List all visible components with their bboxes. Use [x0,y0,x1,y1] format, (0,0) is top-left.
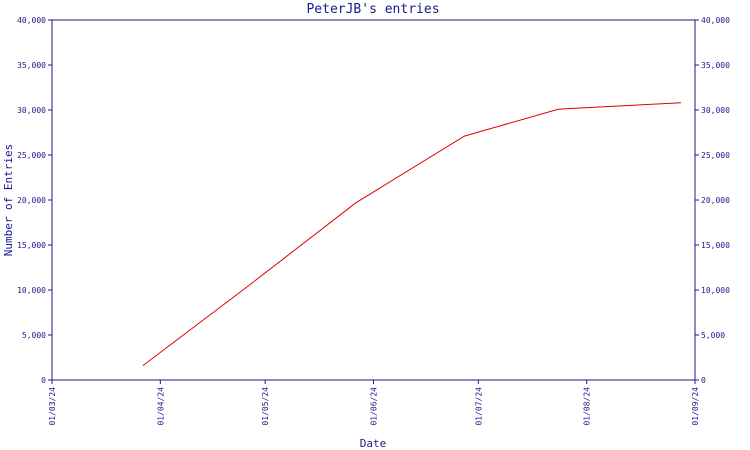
y-tick-label-left: 0 [41,376,46,385]
plot-area-frame [51,19,696,381]
y-tick-label-left: 35,000 [17,61,46,70]
x-tick-label: 01/08/24 [583,387,592,426]
y-axis-right: 0 5,000 10,000 15,000 20,000 25,000 30,000 35,0… [695,16,730,385]
y-tick-label-right: 35,000 [701,61,730,70]
y-tick-label-right: 5,000 [701,331,725,340]
y-tick-label-right: 25,000 [701,151,730,160]
x-tick-label: 01/05/24 [261,387,270,426]
chart-title: PeterJB's entries [306,2,439,17]
y-tick-label-left: 30,000 [17,106,46,115]
y-tick-label-left: 10,000 [17,286,46,295]
x-axis: 01/03/24 01/04/24 01/05/24 01/06/24 01/07/24… [48,380,700,426]
y-tick-label-left: 40,000 [17,16,46,25]
y-tick-label-left: 25,000 [17,151,46,160]
x-tick-label: 01/04/24 [156,387,165,426]
y-tick-label-left: 5,000 [22,331,46,340]
y-tick-label-left: 20,000 [17,196,46,205]
y-axis-left: 0 5,000 10,000 15,000 20,000 25,000 30,000 35,0… [17,16,52,385]
series-group [142,102,682,366]
x-axis-label: Date [360,437,387,450]
y-tick-label-right: 40,000 [701,16,730,25]
y-tick-label-right: 0 [701,376,706,385]
y-tick-label-right: 15,000 [701,241,730,250]
y-tick-label-right: 20,000 [701,196,730,205]
y-axis-label: Number of Entries [2,144,15,257]
y-tick-label-left: 15,000 [17,241,46,250]
y-tick-label-right: 30,000 [701,106,730,115]
x-tick-label: 01/03/24 [48,387,57,426]
x-tick-label: 01/06/24 [370,387,379,426]
series-line [142,102,682,366]
x-tick-label: 01/07/24 [474,387,483,426]
y-tick-label-right: 10,000 [701,286,730,295]
x-tick-label: 01/09/24 [691,387,700,426]
